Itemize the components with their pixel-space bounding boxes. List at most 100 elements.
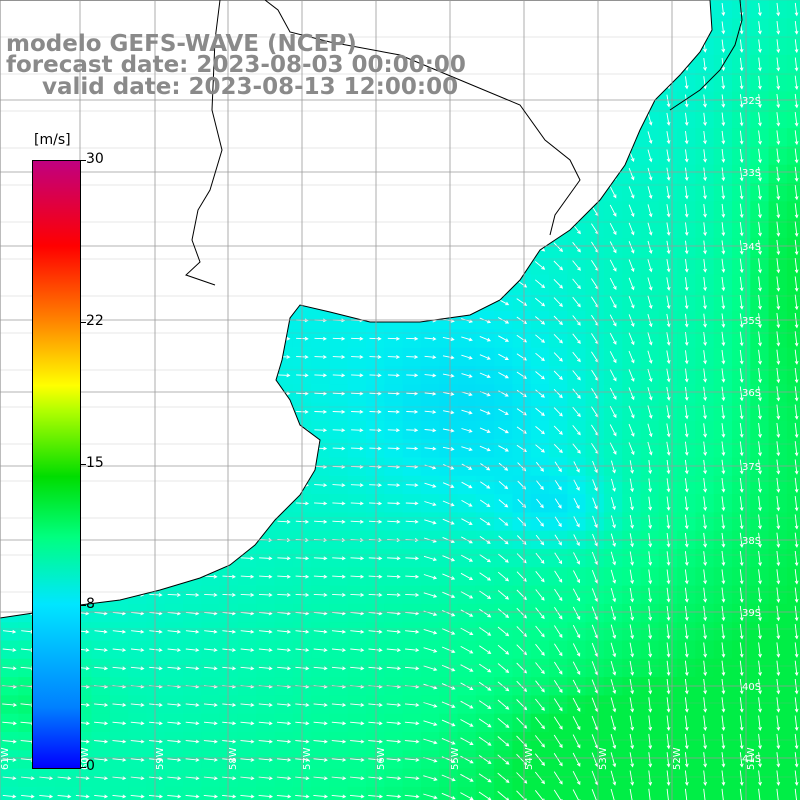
wind-arrow bbox=[258, 648, 273, 652]
wind-speed-cell bbox=[54, 786, 74, 800]
wind-arrow bbox=[535, 352, 545, 362]
wind-arrow bbox=[758, 752, 762, 768]
wind-arrow bbox=[314, 501, 328, 506]
wind-arrow bbox=[535, 444, 545, 453]
wind-arrow bbox=[721, 660, 726, 677]
wind-arrow bbox=[609, 277, 617, 291]
wind-arrow bbox=[441, 701, 456, 709]
wind-arrow bbox=[131, 629, 145, 634]
wind-arrow bbox=[684, 277, 689, 292]
wind-arrow bbox=[479, 499, 491, 508]
wind-arrow bbox=[572, 425, 581, 436]
wind-arrow bbox=[703, 605, 708, 622]
wind-arrow bbox=[350, 593, 365, 597]
wind-arrow bbox=[313, 629, 328, 634]
wind-arrow bbox=[461, 428, 473, 433]
wind-arrow bbox=[313, 611, 328, 616]
wind-arrow bbox=[185, 666, 200, 671]
wind-arrow bbox=[203, 721, 218, 726]
wind-arrow bbox=[478, 700, 492, 710]
wind-arrow bbox=[222, 574, 236, 579]
wind-arrow bbox=[666, 368, 671, 383]
wind-arrow bbox=[314, 410, 328, 414]
wind-arrow bbox=[258, 611, 273, 616]
longitude-label: 58W bbox=[228, 747, 239, 770]
wind-arrow bbox=[703, 770, 708, 786]
wind-arrow bbox=[368, 519, 383, 524]
wind-arrow bbox=[684, 459, 689, 475]
wind-arrow bbox=[498, 335, 510, 342]
wind-speed-cell bbox=[73, 786, 93, 800]
wind-arrow bbox=[149, 666, 163, 671]
wind-arrow bbox=[350, 629, 365, 634]
wind-arrow bbox=[739, 752, 744, 768]
wind-arrow bbox=[368, 611, 383, 616]
wind-arrow bbox=[776, 770, 781, 786]
wind-arrow bbox=[331, 739, 347, 744]
wind-arrow bbox=[758, 130, 762, 145]
wind-arrow bbox=[628, 387, 635, 401]
wind-arrow bbox=[259, 574, 273, 579]
wind-arrow bbox=[628, 332, 635, 346]
wind-speed-cell bbox=[219, 786, 239, 800]
wind-arrow bbox=[684, 386, 689, 401]
wind-arrow bbox=[794, 331, 799, 347]
wind-arrow bbox=[553, 388, 563, 399]
wind-arrow bbox=[776, 221, 781, 237]
wind-arrow bbox=[739, 258, 744, 274]
wind-arrow bbox=[684, 642, 689, 658]
wind-arrow bbox=[758, 770, 762, 786]
wind-arrow bbox=[794, 569, 799, 585]
wind-speed-cell bbox=[603, 786, 623, 800]
wind-arrow bbox=[350, 446, 364, 451]
wind-arrow bbox=[666, 733, 671, 750]
colorbar bbox=[32, 160, 81, 769]
wind-arrow bbox=[794, 166, 799, 182]
wind-arrow bbox=[629, 660, 635, 676]
wind-arrow bbox=[703, 94, 707, 108]
wind-arrow bbox=[313, 666, 328, 671]
wind-arrow bbox=[443, 464, 455, 470]
wind-arrow bbox=[553, 242, 564, 253]
wind-arrow bbox=[497, 571, 510, 582]
wind-arrow bbox=[776, 642, 781, 658]
wind-arrow bbox=[610, 642, 617, 658]
wind-arrow bbox=[794, 733, 799, 750]
wind-arrow bbox=[497, 717, 510, 728]
wind-arrow bbox=[739, 331, 744, 347]
wind-arrow bbox=[610, 752, 617, 768]
wind-arrow bbox=[369, 391, 382, 396]
wind-arrow bbox=[258, 666, 273, 671]
wind-arrow bbox=[739, 94, 744, 109]
wind-arrow bbox=[554, 625, 563, 639]
wind-arrow bbox=[721, 752, 726, 768]
wind-arrow bbox=[776, 39, 781, 54]
wind-arrow bbox=[479, 572, 492, 581]
wind-arrow bbox=[572, 443, 581, 454]
wind-arrow bbox=[721, 3, 726, 17]
wind-arrow bbox=[739, 148, 744, 164]
wind-speed-cell bbox=[347, 786, 367, 800]
wind-arrow bbox=[332, 355, 346, 359]
wind-arrow bbox=[739, 551, 744, 567]
wind-arrow bbox=[442, 591, 456, 599]
wind-arrow bbox=[609, 186, 617, 199]
wind-arrow bbox=[684, 514, 689, 530]
wind-speed-cell bbox=[274, 786, 294, 800]
wind-arrow bbox=[75, 794, 90, 799]
wind-arrow bbox=[535, 643, 545, 656]
wind-arrow bbox=[721, 222, 726, 237]
wind-arrow bbox=[368, 757, 383, 762]
wind-arrow bbox=[2, 629, 17, 634]
wind-arrow bbox=[554, 480, 562, 491]
wind-arrow bbox=[758, 514, 762, 530]
wind-arrow bbox=[2, 703, 18, 707]
wind-arrow bbox=[332, 336, 346, 341]
wind-arrow bbox=[572, 789, 581, 800]
wind-arrow bbox=[666, 624, 671, 640]
wind-speed-cell bbox=[786, 109, 800, 129]
wind-speed-cell bbox=[786, 164, 800, 184]
wind-arrow bbox=[258, 629, 273, 634]
wind-arrow bbox=[684, 624, 689, 640]
wind-arrow bbox=[461, 354, 473, 360]
